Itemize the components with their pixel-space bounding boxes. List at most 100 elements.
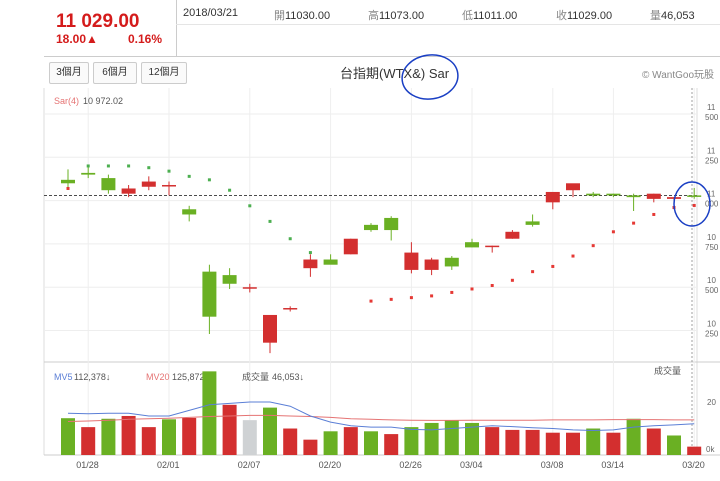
sar-dot: [167, 169, 171, 173]
candle-body: [343, 238, 358, 255]
candle-body: [364, 224, 378, 231]
x-tick-label: 03/08: [541, 460, 564, 470]
candle-body: [222, 275, 237, 284]
volume-bar: [586, 428, 601, 455]
mv20-legend-value: 125,872↓: [172, 372, 209, 382]
volume-bar: [364, 431, 378, 455]
candle-body: [646, 193, 661, 199]
volume-bar: [667, 435, 681, 455]
price-change-pct: 0.16%: [128, 32, 163, 46]
volume-bar: [525, 429, 540, 455]
vol-legend-label: 成交量: [242, 371, 269, 382]
price-tick-label: 500: [705, 286, 719, 295]
sar-dot: [692, 203, 696, 207]
sar-dot: [147, 166, 151, 170]
sar-dot: [531, 270, 535, 274]
candle-body: [525, 221, 540, 225]
candle-body: [182, 209, 197, 215]
candle-body: [141, 181, 156, 187]
header-divider: [176, 0, 177, 56]
volume-bar: [182, 417, 197, 455]
quote-box: 11 029.00 18.00▲ 0.16%: [44, 0, 176, 56]
price-tick-label: 10: [707, 320, 716, 329]
price-tick-label: 500: [705, 113, 719, 122]
range-6m-button[interactable]: 6個月: [93, 62, 137, 84]
mv20-line: [67, 414, 695, 422]
sar-dot: [490, 284, 494, 288]
mv5-legend-label: MV5: [54, 372, 73, 382]
volume-bar: [384, 434, 399, 455]
candle-body: [505, 231, 520, 239]
volume-bar: [202, 371, 217, 455]
quote-open: 開11030.00: [274, 10, 331, 22]
sar-dot: [207, 178, 211, 182]
sar-dot: [308, 251, 312, 255]
candle-body: [162, 185, 176, 187]
volume-bar: [242, 420, 257, 455]
sar-dot: [632, 221, 636, 225]
candle-body: [101, 178, 116, 191]
volume-bar: [545, 432, 560, 455]
x-tick-label: 02/01: [157, 460, 180, 470]
volume-bar: [687, 446, 702, 455]
sar-dot: [228, 188, 232, 192]
volume-bar: [566, 432, 580, 455]
volume-bar: [485, 427, 500, 455]
volume-bar: [101, 418, 116, 455]
sar-dot: [450, 290, 454, 294]
x-tick-label: 02/26: [399, 460, 422, 470]
volume-bar: [465, 422, 479, 455]
candle-body: [606, 193, 621, 196]
quote-date: 2018/03/21: [183, 7, 239, 19]
quote-volume: 量46,053: [650, 10, 695, 22]
volume-bar: [141, 427, 156, 455]
price-tick-label: 250: [705, 330, 719, 339]
volume-tick-label: 20: [707, 398, 716, 407]
candle-body: [202, 271, 217, 317]
quote-close: 收11029.00: [556, 10, 613, 22]
sar-dot: [591, 244, 595, 248]
sar-legend-name: Sar(4): [54, 96, 79, 106]
sar-dot: [288, 237, 292, 241]
x-tick-label: 02/07: [238, 460, 261, 470]
candle-body: [121, 188, 136, 194]
volume-bar: [424, 422, 439, 455]
x-tick-label: 03/04: [460, 460, 483, 470]
volume-bar: [121, 415, 136, 455]
x-tick-label: 02/20: [319, 460, 342, 470]
sar-dot: [389, 297, 393, 301]
sar-dot: [611, 230, 615, 234]
sar-dot: [470, 287, 474, 291]
annotation-circle-last: [673, 181, 711, 227]
candle-body: [545, 191, 560, 203]
sar-dot: [409, 296, 413, 300]
price-change: 18.00▲: [56, 32, 98, 46]
range-12m-button[interactable]: 12個月: [141, 62, 187, 84]
x-tick-label: 01/28: [76, 460, 99, 470]
vol-legend-value: 46,053↓: [272, 372, 304, 382]
sar-dot: [652, 212, 656, 216]
last-price: 11 029.00: [56, 11, 140, 32]
volume-panel-title: 成交量: [654, 365, 681, 376]
candle-body: [424, 259, 439, 270]
candle-body: [485, 245, 500, 248]
sar-dot: [127, 164, 131, 168]
sar-dot: [66, 186, 70, 190]
annotation-circle-title: [401, 54, 459, 100]
credit-text: © WantGoo玩股: [642, 70, 715, 81]
volume-bar: [222, 404, 237, 455]
x-tick-label: 03/20: [682, 460, 705, 470]
volume-bar: [303, 439, 318, 455]
sar-dot: [430, 294, 434, 298]
range-3m-button[interactable]: 3個月: [49, 62, 89, 84]
volume-bar: [343, 427, 358, 455]
candle-body: [283, 308, 298, 310]
quote-low: 低11011.00: [462, 10, 518, 22]
volume-bar: [646, 428, 661, 455]
candle-body: [687, 195, 702, 197]
price-tick-label: 000: [705, 200, 719, 209]
volume-bar: [283, 428, 298, 455]
candle-body: [384, 217, 399, 231]
candle-body: [404, 252, 419, 270]
volume-bar: [404, 427, 419, 455]
